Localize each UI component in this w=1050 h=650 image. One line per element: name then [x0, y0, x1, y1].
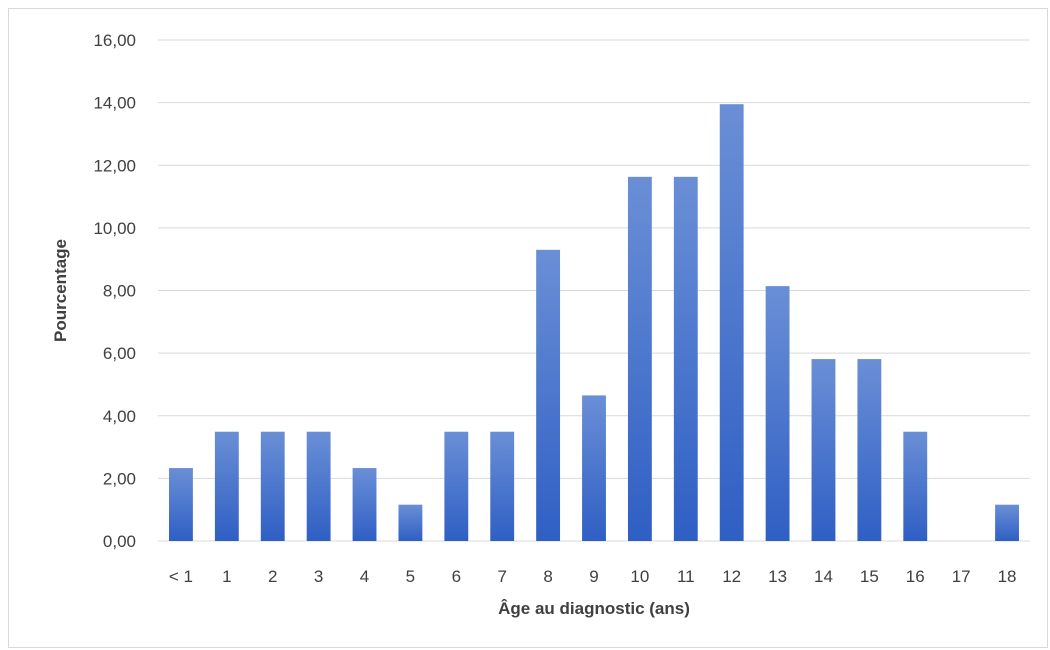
x-tick-label: 11	[677, 567, 695, 586]
x-tick-label: 14	[814, 567, 833, 586]
x-tick-label: 8	[543, 567, 552, 586]
y-tick-label: 0,00	[103, 532, 136, 551]
bar	[536, 249, 561, 541]
y-axis-title: Pourcentage	[51, 239, 70, 342]
x-tick-label: 1	[222, 567, 231, 586]
x-tick-label: < 1	[169, 567, 193, 586]
bar	[627, 176, 652, 541]
bar	[169, 468, 193, 541]
x-tick-label: 6	[452, 567, 461, 586]
bar	[214, 431, 239, 541]
x-tick-label: 2	[268, 567, 277, 586]
bar	[811, 359, 836, 541]
bar	[582, 395, 606, 541]
x-tick-label: 16	[906, 567, 925, 586]
x-tick-label: 4	[360, 567, 369, 586]
x-tick-label: 3	[314, 567, 323, 586]
x-tick-label: 10	[630, 567, 649, 586]
y-tick-label: 14,00	[93, 94, 136, 113]
y-axis-tick-labels: 0,00 2,00 4,00 6,00 8,00 10,00 12,00 14,00 16,00	[93, 31, 136, 551]
x-tick-label: 5	[406, 567, 415, 586]
bar	[490, 431, 515, 541]
bar	[719, 104, 744, 542]
bar	[903, 431, 928, 541]
y-tick-label: 12,00	[93, 156, 136, 175]
x-axis-title: Âge au diagnostic (ans)	[498, 599, 690, 618]
y-tick-label: 8,00	[103, 282, 136, 301]
bar	[260, 431, 285, 541]
bar	[995, 504, 1019, 541]
bar	[765, 286, 790, 541]
x-tick-label: 18	[998, 567, 1017, 586]
bars	[169, 104, 1019, 542]
x-tick-label: 13	[768, 567, 787, 586]
x-tick-label: 17	[952, 567, 971, 586]
bar	[352, 468, 377, 541]
x-axis-tick-labels: < 1 1 2 3 4 5 6 7 8 9 10 11 12 13 14 15 16 17 18	[169, 567, 1017, 586]
bar	[444, 431, 469, 541]
bar	[398, 504, 423, 541]
y-tick-label: 2,00	[103, 469, 136, 488]
y-tick-label: 10,00	[93, 219, 136, 238]
bar	[673, 176, 698, 541]
gridlines	[158, 39, 1030, 542]
x-tick-label: 12	[722, 567, 741, 586]
x-tick-label: 15	[860, 567, 879, 586]
y-tick-label: 16,00	[93, 31, 136, 50]
bar	[857, 359, 882, 541]
y-tick-label: 4,00	[103, 407, 136, 426]
y-tick-label: 6,00	[103, 344, 136, 363]
bar	[306, 431, 331, 541]
x-tick-label: 9	[589, 567, 598, 586]
x-tick-label: 7	[497, 567, 506, 586]
